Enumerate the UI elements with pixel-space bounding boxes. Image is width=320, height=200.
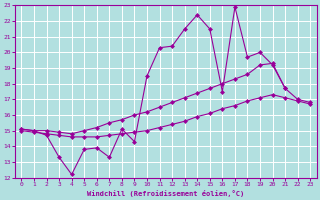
X-axis label: Windchill (Refroidissement éolien,°C): Windchill (Refroidissement éolien,°C) — [87, 190, 244, 197]
